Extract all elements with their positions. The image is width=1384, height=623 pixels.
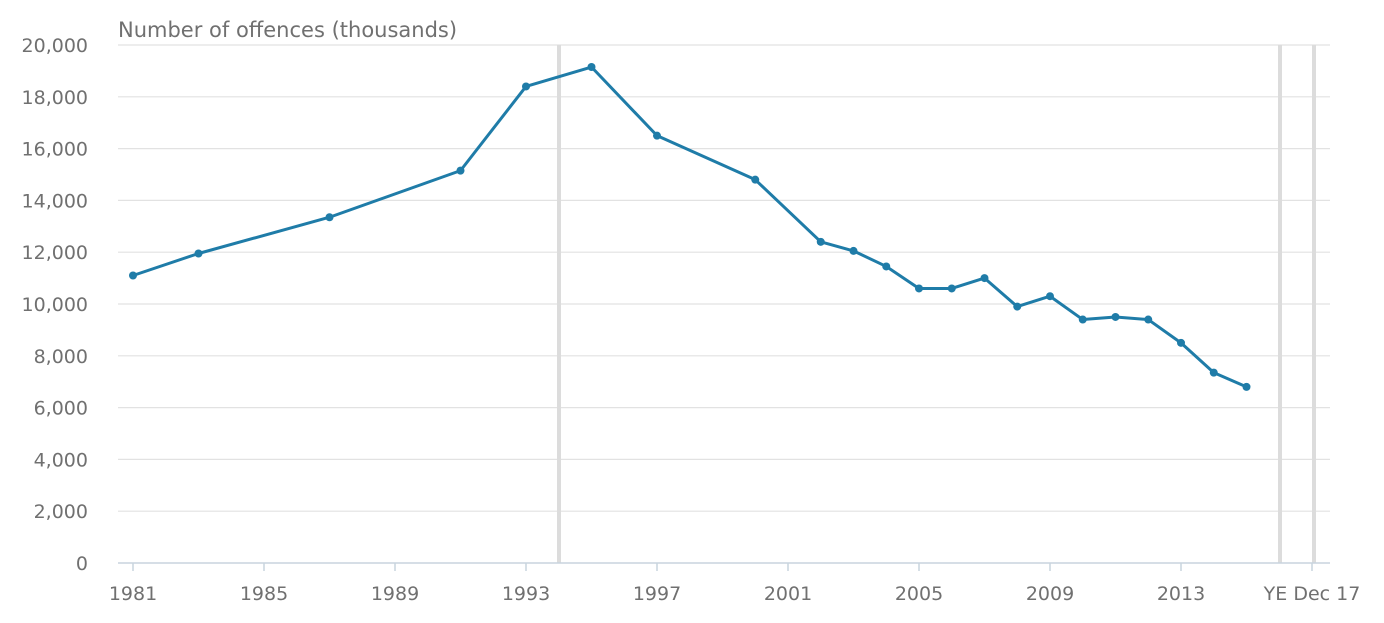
data-point xyxy=(1242,382,1251,391)
y-tick-label: 0 xyxy=(76,553,88,575)
data-point xyxy=(1046,292,1054,301)
data-point xyxy=(653,131,661,140)
x-tick-label: 1981 xyxy=(109,583,157,605)
y-tick-label: 10,000 xyxy=(22,294,88,316)
y-tick-label: 14,000 xyxy=(22,190,88,212)
data-point xyxy=(456,166,465,175)
y-tick-label: 8,000 xyxy=(34,346,88,368)
data-point xyxy=(947,284,956,293)
y-tick-label: 2,000 xyxy=(34,501,88,523)
data-point xyxy=(1144,315,1153,324)
axis-break-lines xyxy=(557,45,1316,563)
data-point xyxy=(816,237,825,246)
series-points xyxy=(129,63,1251,391)
data-point xyxy=(1177,338,1185,347)
series-line xyxy=(132,65,1248,389)
y-tick-label: 6,000 xyxy=(34,398,88,420)
data-point xyxy=(587,63,596,72)
data-point xyxy=(882,262,891,271)
data-point xyxy=(1013,302,1022,311)
x-tick-label: YE Dec 17 xyxy=(1263,583,1361,605)
y-tick-label: 18,000 xyxy=(22,87,88,109)
data-point xyxy=(980,274,989,283)
gridlines xyxy=(118,44,1330,512)
x-tick-label: 2005 xyxy=(895,583,943,605)
y-tick-label: 20,000 xyxy=(22,35,88,57)
x-tick-label: 1993 xyxy=(502,583,550,605)
data-point xyxy=(849,246,858,255)
y-axis-label: Number of offences (thousands) xyxy=(118,18,457,42)
x-tick-label: 1997 xyxy=(633,583,681,605)
data-point xyxy=(915,284,923,293)
series-polyline xyxy=(132,65,1248,389)
x-tick-label: 2009 xyxy=(1026,583,1074,605)
x-axis-tick-labels: 1981 1985 1989 1993 1997 2001 2005 2009 2013 YE D… xyxy=(109,583,1361,605)
data-point xyxy=(1078,315,1087,324)
y-axis-tick-labels: 0 2,000 4,000 6,000 8,000 10,000 12,000 14,000 1… xyxy=(22,35,88,575)
x-tick-label: 2013 xyxy=(1157,583,1205,605)
y-tick-label: 16,000 xyxy=(22,139,88,161)
data-point xyxy=(194,249,203,258)
data-point xyxy=(1209,368,1218,377)
data-point xyxy=(522,82,530,91)
data-point xyxy=(751,175,760,184)
y-tick-label: 4,000 xyxy=(34,449,88,471)
y-tick-label: 12,000 xyxy=(22,242,88,264)
data-point xyxy=(325,213,334,222)
data-point xyxy=(129,271,137,280)
x-tick-label: 1985 xyxy=(240,583,288,605)
data-point xyxy=(1111,312,1120,321)
x-axis xyxy=(118,562,1330,571)
x-tick-label: 2001 xyxy=(764,583,812,605)
x-tick-label: 1989 xyxy=(371,583,419,605)
